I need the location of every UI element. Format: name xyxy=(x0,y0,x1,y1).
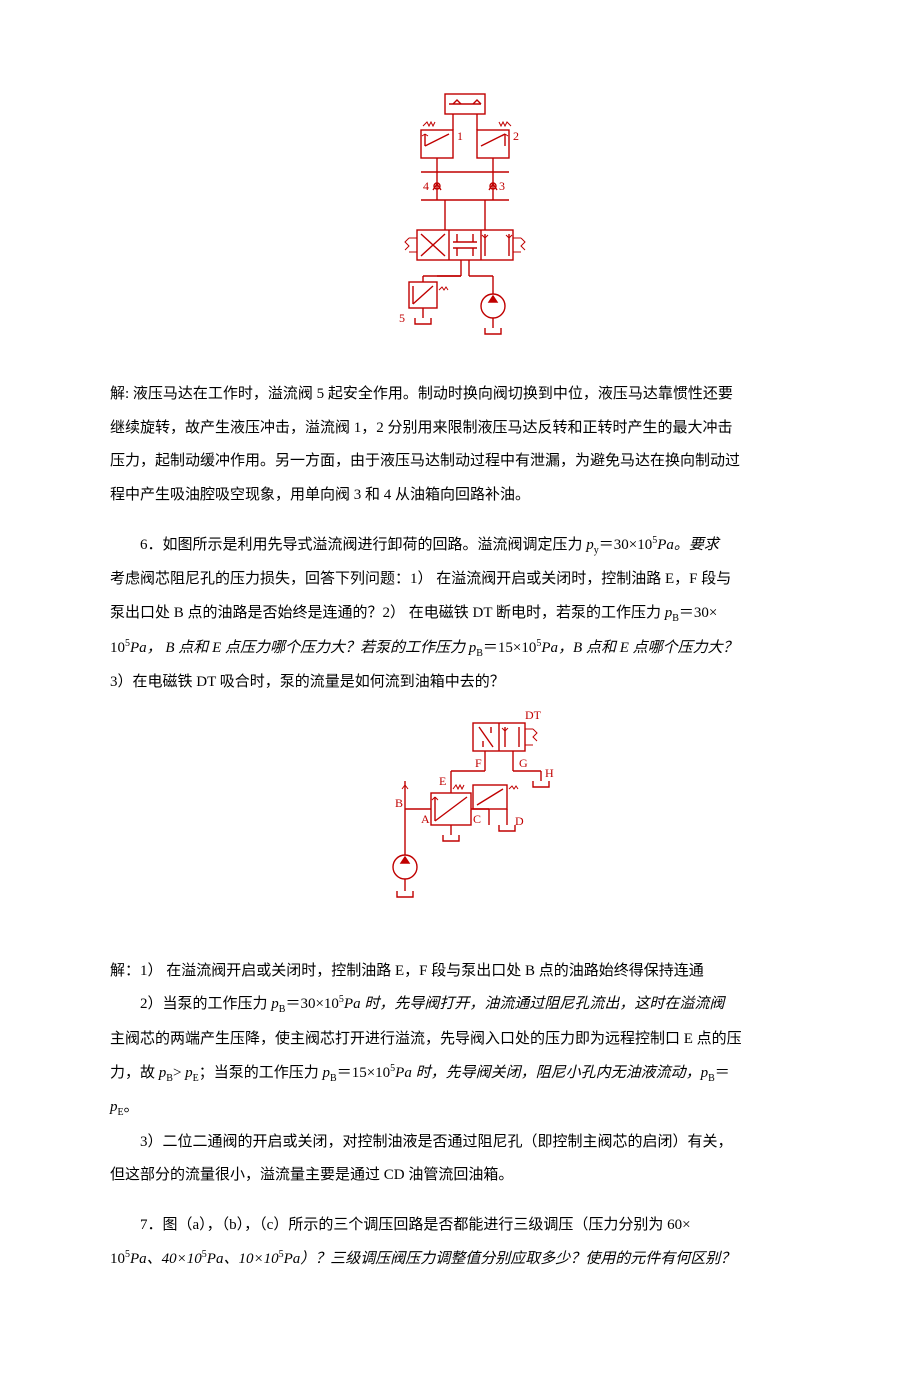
label-A: A xyxy=(421,812,430,826)
label-1: 1 xyxy=(457,129,463,143)
q7l2a: 10 xyxy=(110,1251,125,1267)
ans6-line6: 3）二位二通阀的开启或关闭，对控制油液是否通过阻尼孔（即控制主阀芯的启闭）有关， xyxy=(110,1129,820,1157)
label-B: B xyxy=(395,796,403,810)
figure-1: 1 2 4 3 xyxy=(110,90,820,361)
a6l5a: 。 xyxy=(124,1099,139,1115)
a6l4a: 力，故 xyxy=(110,1065,159,1081)
q6-l3b: ＝30× xyxy=(679,605,717,621)
a6l2c: Pa 时，先导阀打开，油流通过阻尼孔流出，这时在溢流阀 xyxy=(344,996,724,1012)
a6l4b: > xyxy=(173,1065,185,1081)
a6l5py: p xyxy=(110,1099,118,1115)
a6l4c: ；当泵的工作压力 xyxy=(199,1065,323,1081)
ans5-line2: 继续旋转，故产生液压冲击，溢流阀 1，2 分别用来限制液压马达反转和正转时产生的… xyxy=(110,415,820,443)
q6-l4sub: B xyxy=(476,648,483,659)
label-3: 3 xyxy=(499,179,505,193)
ans6-line4: 力，故 pB> pE；当泵的工作压力 pB＝15×105Pa 时，先导阀关闭，阻… xyxy=(110,1060,820,1089)
q6-l3a: 泵出口处 B 点的油路是否始终是连通的？2） 在电磁铁 DT 断电时，若泵的工作… xyxy=(110,605,665,621)
a6l4d: ＝15×10 xyxy=(337,1065,390,1081)
ans6-line1: 解：1） 在溢流阀开启或关闭时，控制油路 E，F 段与泵出口处 B 点的油路始终… xyxy=(110,958,820,986)
a6l4s1: B xyxy=(166,1073,173,1084)
label-2: 2 xyxy=(513,129,519,143)
q7l2b: Pa、40×10 xyxy=(130,1251,202,1267)
a6l4s3: B xyxy=(330,1073,337,1084)
label-G: G xyxy=(519,756,528,770)
q6-line5: 3）在电磁铁 DT 吸合时，泵的流量是如何流到油箱中去的？ xyxy=(110,669,820,697)
a6l2a: 2）当泵的工作压力 xyxy=(140,996,271,1012)
a6l4f: ＝ xyxy=(715,1065,730,1081)
q6-l1a: 6．如图所示是利用先导式溢流阀进行卸荷的回路。溢流阀调定压力 xyxy=(140,537,586,553)
q6-l3sub: B xyxy=(672,613,679,624)
ans6-line3: 主阀芯的两端产生压降，使主阀芯打开进行溢流，先导阀入口处的压力即为远程控制口 E… xyxy=(110,1026,820,1054)
q6-line1: 6．如图所示是利用先导式溢流阀进行卸荷的回路。溢流阀调定压力 py＝30×105… xyxy=(110,532,820,561)
label-4: 4 xyxy=(423,179,429,193)
label-D: D xyxy=(515,814,524,828)
label-5: 5 xyxy=(399,311,405,325)
ans5-line1: 解: 液压马达在工作时，溢流阀 5 起安全作用。制动时换向阀切换到中位，液压马达… xyxy=(110,381,820,409)
label-H: H xyxy=(545,766,554,780)
q6-l1c: Pa。要求 xyxy=(657,537,719,553)
a6l4p3: p xyxy=(323,1065,331,1081)
q6-line4: 105Pa， B 点和 E 点压力哪个压力大？若泵的工作压力 pB＝15×105… xyxy=(110,635,820,664)
figure-2: DT F G H E xyxy=(110,707,820,938)
a6l4p4: p xyxy=(701,1065,709,1081)
q7-line2: 105Pa、40×105Pa、10×105Pa）？三级调压阀压力调整值分别应取多… xyxy=(110,1246,820,1274)
a6l4s4: B xyxy=(708,1073,715,1084)
label-DT: DT xyxy=(525,708,542,722)
ans6-line2: 2）当泵的工作压力 pB＝30×105Pa 时，先导阀打开，油流通过阻尼孔流出，… xyxy=(110,991,820,1020)
a6l4e: Pa 时，先导阀关闭，阻尼小孔内无油液流动， xyxy=(395,1065,700,1081)
q7l2c: Pa、10×10 xyxy=(207,1251,279,1267)
a6l2py: p xyxy=(271,996,279,1012)
q7l2d: Pa）？三级调压阀压力调整值分别应取多少？使用的元件有何区别？ xyxy=(284,1251,736,1267)
q7-line1: 7．图（a），（b），（c）所示的三个调压回路是否都能进行三级调压（压力分别为 … xyxy=(110,1212,820,1240)
ans5-line4: 程中产生吸油腔吸空现象，用单向阀 3 和 4 从油箱向回路补油。 xyxy=(110,482,820,510)
q6-py: p xyxy=(586,537,594,553)
a6l2b: ＝30×10 xyxy=(285,996,338,1012)
q6-l4b: ＝15×10 xyxy=(483,640,536,656)
hydraulic-diagram-2: DT F G H E xyxy=(365,707,565,927)
q6-l4a: Pa， B 点和 E 点压力哪个压力大？若泵的工作压力 xyxy=(130,640,469,656)
a6l4p2: p xyxy=(185,1065,193,1081)
ans6-line5: pE。 xyxy=(110,1094,820,1123)
q6-l4c: Pa，B 点和 E 点哪个压力大？ xyxy=(541,640,737,656)
hydraulic-diagram-1: 1 2 4 3 xyxy=(365,90,565,350)
label-F: F xyxy=(475,756,482,770)
ans5-line3: 压力，起制动缓冲作用。另一方面，由于液压马达制动过程中有泄漏，为避免马达在换向制… xyxy=(110,448,820,476)
q6-line3: 泵出口处 B 点的油路是否始终是连通的？2） 在电磁铁 DT 断电时，若泵的工作… xyxy=(110,600,820,629)
ans6-line7: 但这部分的流量很小，溢流量主要是通过 CD 油管流回油箱。 xyxy=(110,1162,820,1190)
q6-line2: 考虑阀芯阻尼孔的压力损失，回答下列问题：1） 在溢流阀开启或关闭时，控制油路 E… xyxy=(110,566,820,594)
q6-l4pre: 10 xyxy=(110,640,125,656)
q6-l1b: ＝30×10 xyxy=(599,537,652,553)
label-C: C xyxy=(473,812,481,826)
label-E: E xyxy=(439,774,446,788)
